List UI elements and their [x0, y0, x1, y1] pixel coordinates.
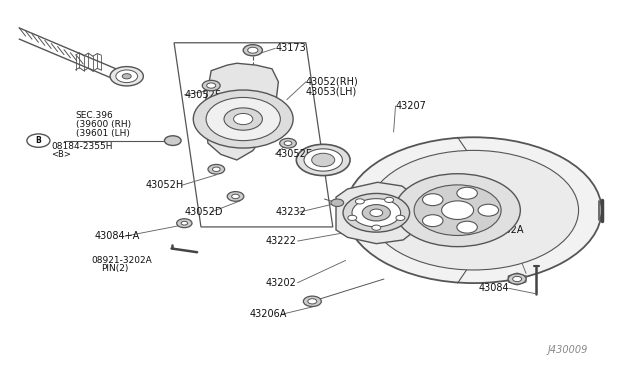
Ellipse shape: [346, 137, 602, 283]
Circle shape: [395, 174, 520, 247]
Polygon shape: [336, 182, 416, 244]
Ellipse shape: [369, 150, 579, 270]
Circle shape: [331, 199, 344, 206]
Circle shape: [348, 215, 356, 221]
Circle shape: [457, 221, 477, 233]
Circle shape: [193, 90, 293, 148]
Circle shape: [164, 136, 181, 145]
Text: 43052F: 43052F: [184, 90, 221, 100]
Circle shape: [422, 194, 443, 206]
Text: 43052E: 43052E: [275, 150, 312, 159]
Text: 43173: 43173: [275, 44, 306, 53]
Circle shape: [508, 274, 526, 284]
Circle shape: [422, 215, 443, 227]
Circle shape: [478, 204, 499, 216]
Circle shape: [296, 144, 350, 176]
Circle shape: [303, 296, 321, 307]
Circle shape: [312, 153, 335, 167]
Text: 43202: 43202: [266, 278, 296, 288]
Circle shape: [343, 193, 410, 232]
Circle shape: [396, 215, 405, 221]
Circle shape: [234, 113, 253, 125]
Text: 43262A: 43262A: [486, 225, 524, 235]
Circle shape: [202, 80, 220, 91]
Circle shape: [280, 138, 296, 148]
Text: (39600 (RH): (39600 (RH): [76, 120, 131, 129]
Text: 43052H: 43052H: [146, 180, 184, 190]
Text: J430009: J430009: [547, 345, 588, 355]
Text: PIN(2): PIN(2): [101, 264, 129, 273]
Circle shape: [122, 74, 131, 79]
Circle shape: [232, 194, 239, 199]
Text: 43052(RH): 43052(RH): [306, 77, 358, 87]
Circle shape: [442, 201, 474, 219]
Circle shape: [370, 209, 383, 217]
Text: 43222: 43222: [266, 236, 296, 246]
Circle shape: [304, 149, 342, 171]
Circle shape: [372, 225, 381, 230]
Circle shape: [457, 187, 477, 199]
Text: 43084+A: 43084+A: [95, 231, 140, 241]
Circle shape: [227, 192, 244, 201]
Text: (39601 (LH): (39601 (LH): [76, 129, 129, 138]
Circle shape: [208, 164, 225, 174]
Text: 43206A: 43206A: [250, 310, 287, 319]
Circle shape: [352, 199, 401, 227]
Circle shape: [212, 167, 220, 171]
Polygon shape: [204, 63, 278, 160]
Circle shape: [414, 185, 501, 235]
Circle shape: [243, 45, 262, 56]
Circle shape: [308, 299, 317, 304]
Text: <B>: <B>: [51, 150, 71, 159]
Circle shape: [116, 70, 138, 83]
Circle shape: [355, 199, 364, 204]
Circle shape: [284, 141, 292, 145]
Circle shape: [207, 83, 216, 88]
Text: 08921-3202A: 08921-3202A: [92, 256, 152, 265]
Circle shape: [110, 67, 143, 86]
Circle shape: [177, 219, 192, 228]
Text: SEC.396: SEC.396: [76, 111, 113, 120]
Text: 43053(LH): 43053(LH): [306, 86, 357, 96]
Circle shape: [181, 221, 188, 225]
Circle shape: [513, 276, 522, 282]
Circle shape: [206, 97, 280, 141]
Text: 43052D: 43052D: [184, 207, 223, 217]
Circle shape: [248, 47, 258, 53]
Text: 43232: 43232: [275, 207, 306, 217]
Text: 43084: 43084: [479, 283, 509, 293]
Circle shape: [385, 197, 394, 202]
Text: 08184-2355H: 08184-2355H: [51, 142, 113, 151]
Text: B: B: [36, 136, 41, 145]
Text: 43207: 43207: [396, 101, 426, 111]
Circle shape: [224, 108, 262, 130]
Circle shape: [27, 134, 50, 147]
Circle shape: [362, 205, 390, 221]
